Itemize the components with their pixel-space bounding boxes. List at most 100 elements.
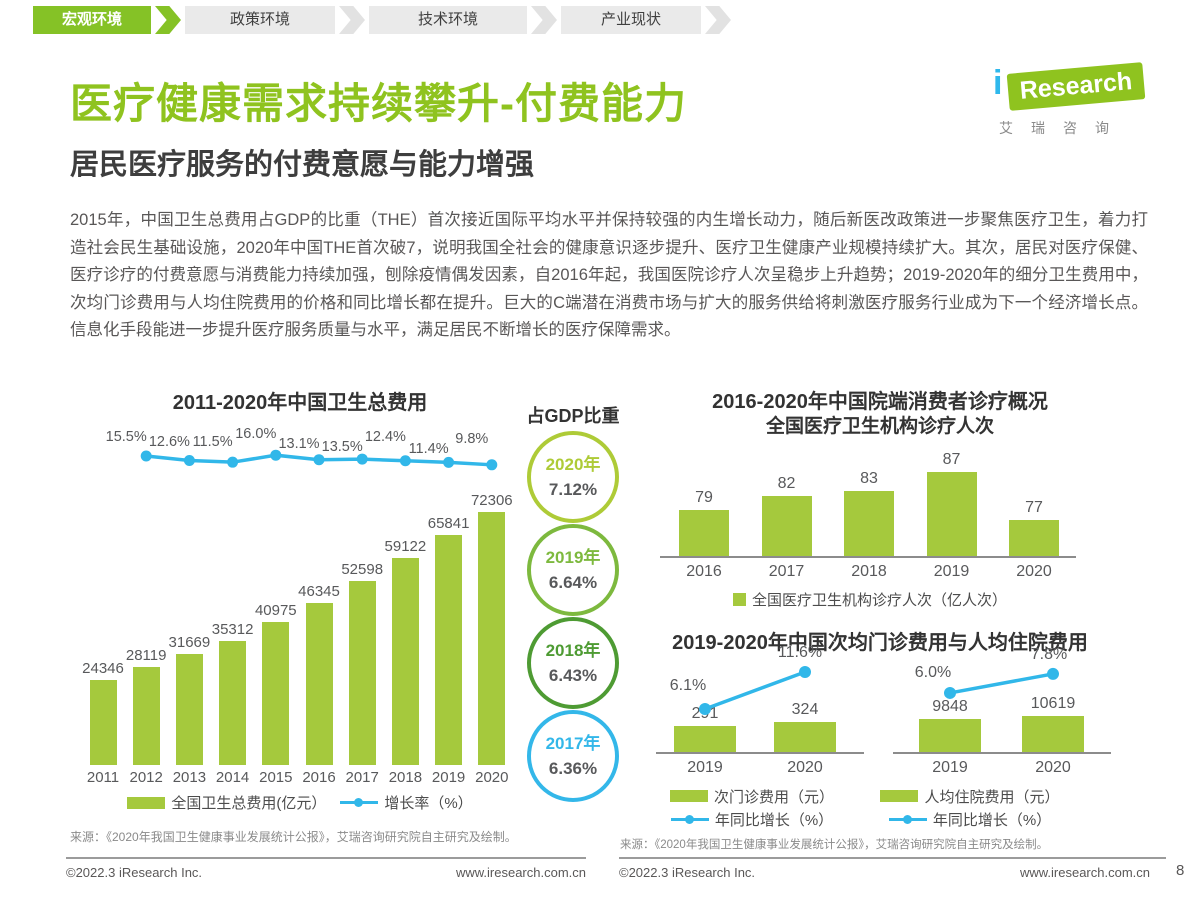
x-axis-label: 2020	[1016, 563, 1052, 580]
tab-tech-environment[interactable]: 技术环境	[369, 6, 527, 34]
gdp-value-label: 7.12%	[548, 480, 598, 499]
gdp-share-circles: 2020年 7.12% 2019年 6.64% 2018年 6.43% 2017年 6.36%	[527, 431, 622, 806]
gdp-value-label: 6.36%	[548, 759, 598, 778]
bar-value-label: 24346	[82, 659, 124, 677]
bar	[219, 641, 247, 765]
x-axis-label: 2018	[851, 563, 887, 580]
gdp-year-label: 2020年	[545, 455, 601, 474]
gdp-share-circle: 2019年 6.64%	[527, 524, 619, 616]
copyright-text: ©2022.3 iResearch Inc.	[619, 865, 756, 880]
gdp-share-circle: 2020年 7.12%	[527, 431, 619, 523]
bar	[674, 726, 736, 753]
inpatient-bars: 9848 10619	[895, 693, 1115, 753]
body-paragraph: 2015年，中国卫生总费用占GDP的比重（THE）首次接近国际平均水平并保持较强…	[70, 211, 1148, 340]
footer-left: ©2022.3 iResearch Inc. www.iresearch.com…	[66, 865, 586, 880]
line-text: 6.0%	[915, 664, 951, 681]
line-text: 13.1%	[278, 436, 319, 452]
iresearch-logo: i Research 艾瑞咨询	[993, 60, 1173, 150]
logo-brand-box: Research	[1006, 62, 1146, 111]
x-axis-label: 2019	[431, 769, 466, 786]
line-point	[270, 449, 282, 461]
tab-industry-status[interactable]: 产业现状	[561, 6, 701, 34]
cost-chart-title: 2019-2020年中国次均门诊费用与人均住院费用	[672, 632, 1088, 654]
tab-policy-environment[interactable]: 政策环境	[185, 6, 335, 34]
line-text: 6.1%	[670, 677, 706, 694]
line-point	[799, 665, 811, 678]
bar	[919, 718, 981, 753]
legend-bar-label: 全国卫生总费用(亿元）	[171, 795, 327, 812]
right-chart-source: 来源：《2020年我国卫生健康事业发展统计公报》，艾瑞咨询研究院自主研究及绘制。	[620, 839, 1049, 851]
page-title: 医疗健康需求持续攀升-付费能力	[70, 80, 687, 127]
line-swatch-icon	[340, 797, 379, 808]
line-point	[944, 686, 956, 699]
gdp-share-circle: 2018年 6.43%	[527, 617, 619, 709]
line-point	[356, 453, 368, 465]
line-point	[699, 702, 711, 715]
gdp-year-label: 2019年	[545, 548, 601, 567]
bar	[478, 511, 506, 765]
page-number: 8	[1176, 862, 1185, 879]
bar	[262, 621, 290, 765]
visits-chart-axis	[660, 556, 1076, 558]
bar	[391, 558, 419, 765]
line-text: 12.4%	[365, 429, 406, 445]
inpatient-x-axis: 2019 2020	[895, 759, 1115, 779]
outpatient-axis	[656, 752, 864, 754]
line-text: 9.8%	[455, 431, 488, 447]
bar	[1022, 715, 1084, 753]
outpatient-x-axis: 2019 2020	[655, 759, 865, 779]
line-point	[1047, 667, 1059, 680]
line-polyline	[704, 670, 806, 711]
gdp-value-label: 6.43%	[548, 666, 598, 685]
website-link[interactable]: www.iresearch.com.cn	[1019, 865, 1150, 880]
line-point	[227, 456, 239, 468]
line-point	[313, 454, 325, 466]
line-text: 15.5%	[106, 429, 147, 445]
website-link[interactable]: www.iresearch.com.cn	[455, 865, 586, 880]
bar	[679, 509, 729, 556]
visits-chart-subtitle: 全国医疗卫生机构诊疗人次	[765, 416, 994, 437]
bar	[761, 495, 812, 556]
chevron-right-icon	[705, 6, 731, 34]
x-axis-label: 2017	[768, 563, 805, 580]
gdp-year-label: 2018年	[545, 641, 601, 660]
growth-rate-line: 15.5% 12.6% 11.5% 16.0%13.1% 13.5%12.4%11.4%…	[106, 426, 498, 471]
visits-chart-legend: 全国医疗卫生机构诊疗人次（亿人次）	[660, 589, 1080, 610]
x-axis-label: 2016	[302, 769, 336, 786]
outpatient-legend: 次门诊费用（元） 年同比增长（%）	[637, 786, 867, 829]
bar-value-label: 87	[942, 450, 961, 468]
copyright-text: ©2022.3 iResearch Inc.	[66, 865, 203, 880]
bar-value-label: 79	[695, 488, 713, 506]
tab-macro-environment[interactable]: 宏观环境	[33, 6, 151, 34]
line-text: 16.0%	[235, 426, 276, 442]
bar-value-label: 10619	[1030, 694, 1076, 712]
inpatient-bar-label: 人均住院费用（元）	[924, 788, 1060, 806]
line-text: 11.5%	[193, 434, 233, 450]
x-axis-label: 2017	[345, 769, 379, 786]
x-axis-label: 2020	[475, 769, 509, 786]
line-text: 11.6%	[778, 644, 822, 661]
inpatient-legend: 人均住院费用（元） 年同比增长（%）	[855, 786, 1085, 829]
bar	[844, 490, 894, 556]
bar-swatch-icon	[669, 790, 708, 802]
bar	[1009, 519, 1059, 556]
bar-value-label: 35312	[211, 621, 254, 639]
x-axis-label: 2015	[259, 769, 293, 786]
page-subtitle: 居民医疗服务的付费意愿与能力增强	[70, 149, 535, 181]
logo-i-letter: i	[993, 64, 1003, 102]
x-axis-label: 2011	[86, 769, 120, 786]
bar	[348, 580, 376, 765]
bar-value-label: 72306	[470, 491, 513, 509]
line-polyline	[949, 672, 1054, 695]
left-chart-source: 来源：《2020年我国卫生健康事业发展统计公报》，艾瑞咨询研究院自主研究及绘制。	[70, 830, 517, 844]
bar	[926, 471, 977, 556]
bar-value-label: 77	[1025, 498, 1043, 516]
bar-value-label: 31669	[168, 634, 211, 652]
x-axis-label: 2020	[1035, 759, 1071, 776]
left-chart-legend: 全国卫生总费用(亿元） 增长率（%）	[75, 792, 525, 813]
bar-value-label: 40975	[254, 601, 297, 619]
gdp-value-label: 6.64%	[548, 573, 598, 592]
footer-divider	[66, 857, 586, 859]
visits-chart-bars: 79 82 83 87 77	[660, 451, 1080, 556]
